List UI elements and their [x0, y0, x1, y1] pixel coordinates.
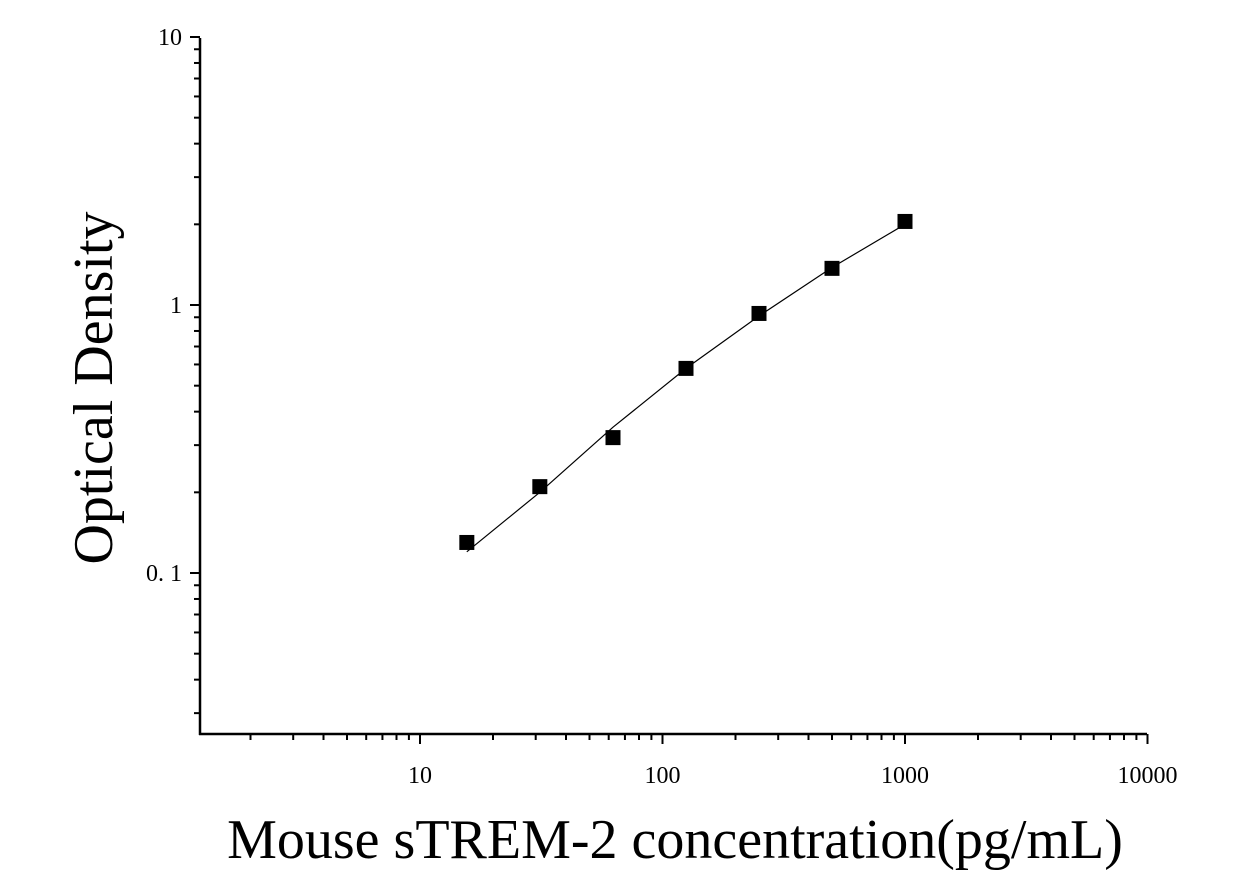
y-tick-label: 0. 1 [146, 561, 182, 587]
data-point-marker [459, 534, 475, 550]
data-point-marker [605, 430, 621, 446]
y-tick-label: 1 [170, 293, 182, 319]
x-axis-title: Mouse sTREM-2 concentration(pg/mL) [227, 809, 1123, 871]
x-tick-label: 100 [645, 763, 681, 789]
data-point-marker [532, 479, 548, 495]
x-tick-label: 10 [408, 763, 432, 789]
data-point-marker [897, 213, 913, 229]
x-tick-label: 1000 [881, 763, 929, 789]
y-tick-label: 10 [158, 25, 182, 51]
data-point-marker [824, 260, 840, 276]
x-tick-label: 10000 [1118, 763, 1178, 789]
data-point-marker [751, 305, 767, 321]
data-points-layer [459, 213, 913, 550]
y-axis-title: Optical Density [63, 211, 125, 564]
data-point-marker [678, 360, 694, 376]
axes: 10 100 1000 10000 0. 1 1 10 [146, 25, 1178, 789]
